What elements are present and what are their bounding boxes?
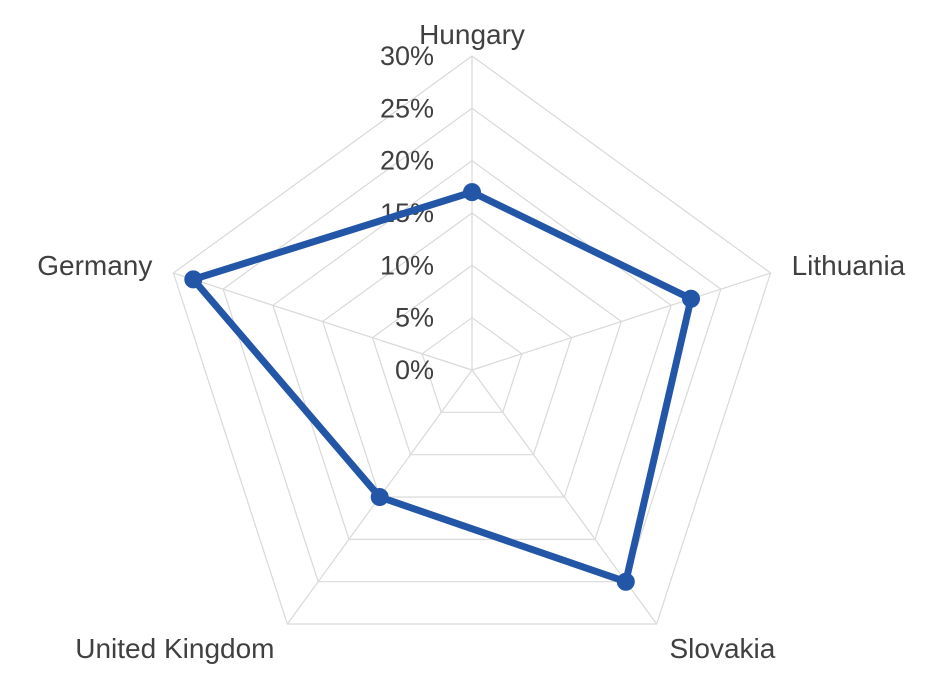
tick-label-0: 0%	[395, 355, 434, 385]
grid-ring-4	[272, 159, 672, 541]
category-label-hungary: Hungary	[419, 19, 525, 50]
grid-ring-3	[321, 212, 623, 498]
tick-label-5: 25%	[380, 93, 434, 123]
tick-label-6: 30%	[380, 41, 434, 71]
grid-ring-1	[421, 316, 523, 413]
data-point-lithuania	[682, 289, 700, 308]
data-point-hungary	[463, 183, 481, 202]
data-point-germany	[184, 270, 203, 289]
grid-ring-2	[371, 264, 573, 456]
grid-ring-6	[172, 55, 772, 625]
category-label-layer: Hungary Lithuania Slovakia United Kingdom Ge…	[37, 19, 905, 664]
spoke-1	[471, 272, 771, 371]
category-label-united-kingdom: United Kingdom	[75, 633, 274, 664]
data-point-united-kingdom	[370, 488, 389, 506]
category-label-germany: Germany	[37, 250, 152, 281]
grid-layer	[172, 55, 772, 625]
tick-label-2: 10%	[380, 250, 434, 280]
tick-label-layer: 0%5%10%15%20%25%30%	[380, 41, 434, 385]
category-label-slovakia: Slovakia	[670, 633, 776, 664]
tick-label-4: 20%	[380, 146, 434, 176]
series-layer	[184, 183, 700, 591]
tick-label-1: 5%	[395, 303, 434, 333]
category-label-lithuania: Lithuania	[792, 250, 906, 281]
data-point-slovakia	[616, 572, 635, 591]
spoke-4	[173, 272, 473, 371]
series-line-0	[189, 188, 695, 586]
